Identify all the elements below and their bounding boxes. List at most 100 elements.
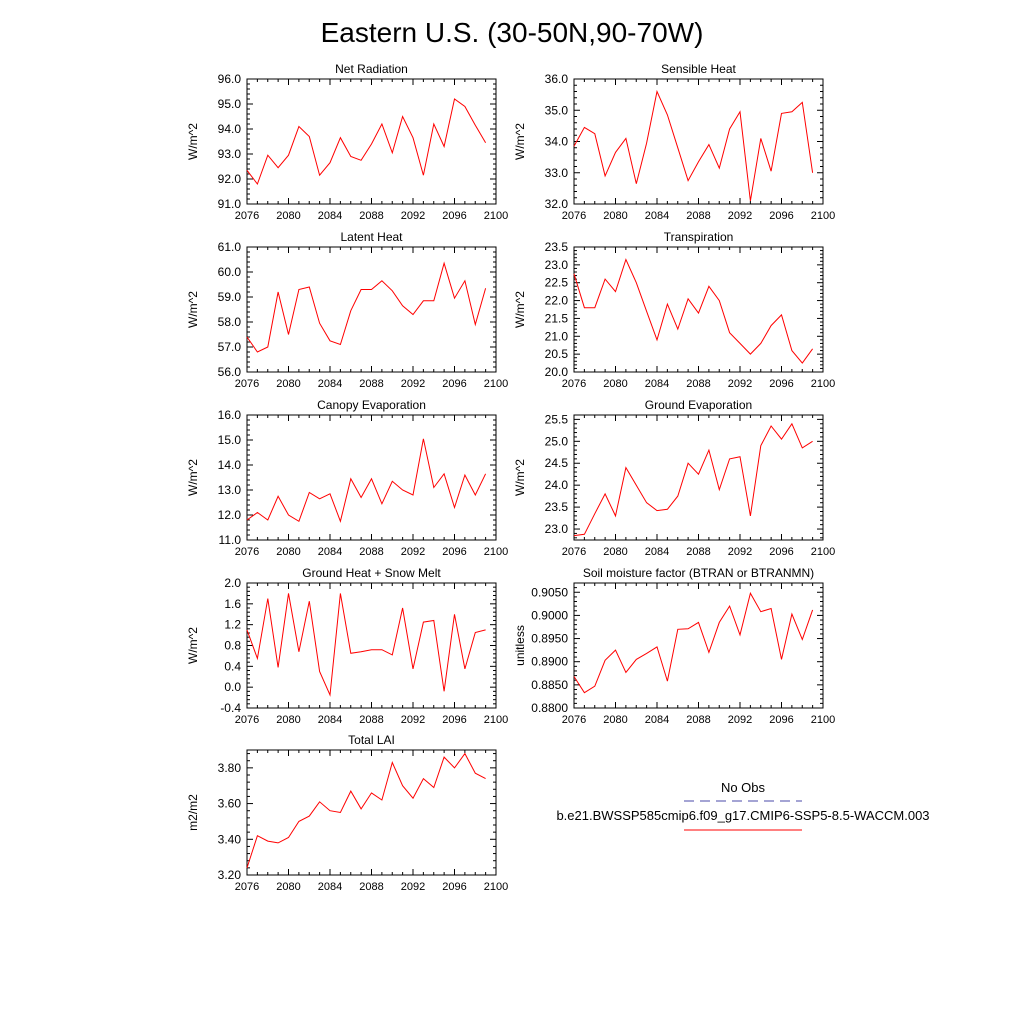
y-tick-label: 0.9000 — [531, 608, 568, 622]
x-tick-label: 2080 — [603, 714, 627, 726]
y-tick-label: 33.0 — [545, 166, 569, 180]
x-tick-label: 2076 — [235, 378, 259, 390]
x-tick-label: 2076 — [235, 546, 259, 558]
x-tick-label: 2088 — [686, 714, 710, 726]
x-tick-label: 2100 — [811, 210, 835, 222]
panel-8: Total LAI m2/m2 2076 2080 2084 2088 2092 2096 21… — [186, 733, 508, 893]
y-axis-label: W/m^2 — [186, 459, 200, 496]
x-tick-label: 2088 — [686, 546, 710, 558]
y-tick-label: 2.0 — [224, 576, 241, 590]
y-tick-label: 1.2 — [224, 618, 241, 632]
x-tick-label: 2100 — [811, 546, 835, 558]
y-tick-label: 35.0 — [545, 103, 569, 117]
panel-title: Ground Evaporation — [645, 398, 752, 412]
plot-frame — [573, 246, 824, 373]
x-tick-label: 2076 — [562, 210, 586, 222]
x-tick-label: 2088 — [359, 546, 383, 558]
x-tick-label: 2096 — [769, 210, 793, 222]
x-tick-label: 2096 — [442, 546, 466, 558]
y-tick-label: 20.0 — [545, 365, 569, 379]
y-tick-label: 22.5 — [545, 276, 569, 290]
legend-obs-label: No Obs — [721, 780, 766, 795]
x-tick-label: 2092 — [728, 378, 752, 390]
x-tick-label: 2080 — [276, 378, 300, 390]
x-tick-label: 2100 — [484, 378, 508, 390]
panel-6: Ground Heat + Snow Melt W/m^2 2076 2080 2084… — [186, 566, 508, 726]
y-tick-label: 21.0 — [545, 329, 569, 343]
x-tick-label: 2092 — [401, 714, 425, 726]
y-tick-label: 15.0 — [218, 433, 242, 447]
panel-title: Sensible Heat — [661, 62, 736, 76]
plot-frame — [573, 78, 824, 205]
series-line — [246, 438, 487, 523]
y-tick-label: 12.0 — [218, 508, 242, 522]
y-tick-label: 36.0 — [545, 72, 569, 86]
x-tick-label: 2076 — [562, 546, 586, 558]
x-tick-label: 2100 — [484, 881, 508, 893]
x-tick-label: 2088 — [686, 210, 710, 222]
panel-4: Canopy Evaporation W/m^2 2076 2080 2084 2088 2… — [186, 398, 508, 558]
y-axis-label: W/m^2 — [513, 123, 527, 160]
x-tick-label: 2088 — [686, 378, 710, 390]
y-tick-label: 16.0 — [218, 408, 242, 422]
x-tick-label: 2096 — [442, 881, 466, 893]
y-axis-label: W/m^2 — [186, 627, 200, 664]
y-tick-label: 0.8 — [224, 639, 241, 653]
x-tick-label: 2076 — [562, 714, 586, 726]
x-tick-label: 2080 — [276, 210, 300, 222]
y-tick-label: 58.0 — [218, 315, 242, 329]
panel-2: Latent Heat W/m^2 2076 2080 2084 2088 2092 2096… — [186, 230, 508, 390]
legend-model-label: b.e21.BWSSP585cmip6.f09_g17.CMIP6-SSP5-8… — [556, 808, 929, 823]
figure-title: Eastern U.S. (30-50N,90-70W) — [321, 17, 704, 48]
x-tick-label: 2080 — [603, 378, 627, 390]
x-tick-label: 2084 — [645, 714, 669, 726]
series-line — [246, 98, 487, 186]
x-tick-label: 2084 — [318, 546, 342, 558]
panel-5: Ground Evaporation W/m^2 2076 2080 2084 2088 2… — [513, 398, 835, 558]
x-tick-label: 2084 — [645, 378, 669, 390]
x-tick-label: 2092 — [728, 546, 752, 558]
x-tick-label: 2100 — [484, 546, 508, 558]
x-tick-label: 2084 — [318, 714, 342, 726]
y-tick-label: 23.5 — [545, 500, 569, 514]
x-tick-label: 2080 — [276, 546, 300, 558]
x-tick-label: 2096 — [442, 210, 466, 222]
series-line — [246, 752, 486, 869]
plot-frame — [246, 78, 497, 205]
series-line — [573, 89, 814, 201]
plot-frame — [246, 749, 497, 876]
y-tick-label: 3.40 — [218, 832, 242, 846]
x-tick-label: 2084 — [318, 210, 342, 222]
y-tick-label: 59.0 — [218, 290, 242, 304]
plot-frame — [246, 246, 497, 373]
y-tick-label: 23.0 — [545, 258, 569, 272]
y-axis-label: W/m^2 — [186, 123, 200, 160]
x-tick-label: 2088 — [359, 881, 383, 893]
y-tick-label: 0.8900 — [531, 655, 568, 669]
y-tick-label: 0.0 — [224, 680, 241, 694]
y-tick-label: 91.0 — [218, 197, 242, 211]
panel-0: Net Radiation W/m^2 2076 2080 2084 2088 2092 20… — [186, 62, 508, 222]
y-tick-label: 0.8800 — [531, 701, 568, 715]
x-tick-label: 2100 — [811, 714, 835, 726]
x-tick-label: 2096 — [442, 378, 466, 390]
x-tick-label: 2100 — [484, 714, 508, 726]
x-tick-label: 2080 — [276, 714, 300, 726]
y-tick-label: 96.0 — [218, 72, 242, 86]
y-tick-label: 0.4 — [224, 659, 241, 673]
series-line — [573, 258, 814, 364]
x-tick-label: 2092 — [728, 714, 752, 726]
y-tick-label: 21.5 — [545, 311, 569, 325]
y-tick-label: 13.0 — [218, 483, 242, 497]
y-axis-label: W/m^2 — [513, 291, 527, 328]
x-tick-label: 2076 — [562, 378, 586, 390]
y-tick-label: 60.0 — [218, 265, 242, 279]
y-tick-label: 22.0 — [545, 294, 569, 308]
series-line — [246, 593, 486, 697]
panel-title: Ground Heat + Snow Melt — [302, 566, 441, 580]
panel-title: Canopy Evaporation — [317, 398, 426, 412]
y-tick-label: -0.4 — [220, 701, 241, 715]
x-tick-label: 2096 — [442, 714, 466, 726]
y-tick-label: 25.0 — [545, 434, 569, 448]
y-axis-label: m2/m2 — [186, 794, 200, 831]
